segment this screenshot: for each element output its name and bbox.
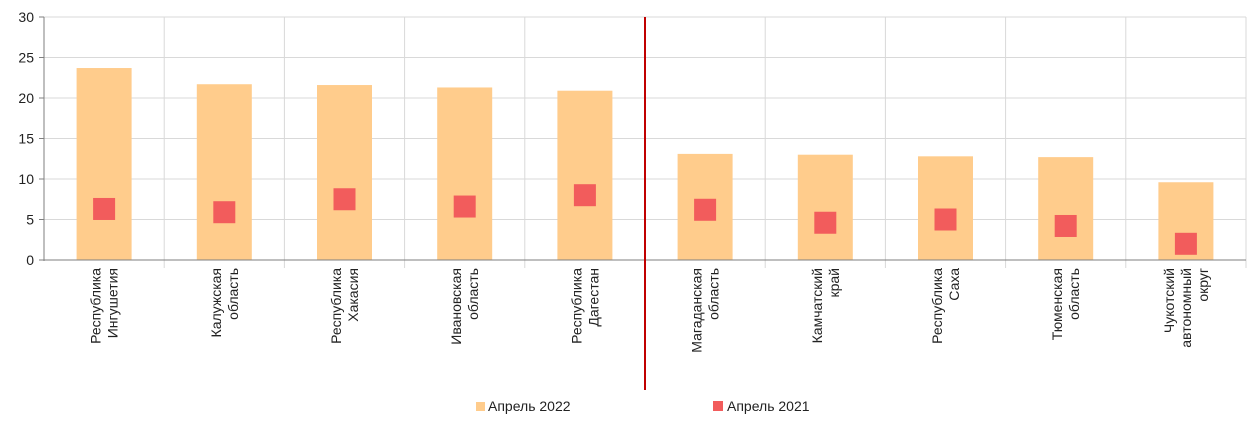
x-category-labels: Республика Ингушетия Калужская область Респу… bbox=[88, 268, 1211, 353]
x-category-label: Ингушетия bbox=[105, 268, 121, 338]
bar-2022 bbox=[196, 84, 252, 260]
x-category-label: Республика bbox=[929, 268, 945, 344]
x-category-label: край bbox=[826, 268, 842, 298]
bars-series-2022 bbox=[76, 68, 1214, 261]
y-tick-label: 5 bbox=[26, 212, 34, 228]
y-tick-label: 0 bbox=[26, 252, 34, 268]
bar-2022 bbox=[797, 154, 853, 260]
x-category-label: Камчатский bbox=[809, 268, 825, 343]
legend-swatch-2021 bbox=[713, 401, 723, 411]
legend-label-2021: Апрель 2021 bbox=[727, 398, 810, 414]
bar-2022 bbox=[437, 87, 493, 260]
y-tick-label: 25 bbox=[18, 50, 34, 66]
marker-2021 bbox=[213, 201, 236, 224]
x-category-label: Республика bbox=[88, 268, 104, 344]
x-category-label: Республика bbox=[328, 268, 344, 344]
bar-2022 bbox=[76, 68, 132, 260]
marker-2021 bbox=[573, 184, 596, 207]
bar-2022 bbox=[918, 156, 973, 260]
x-category-label: Ивановская bbox=[448, 268, 464, 345]
x-category-label: автономный bbox=[1178, 268, 1194, 348]
x-category-label: Дагестан bbox=[585, 268, 601, 327]
x-category-label: область bbox=[1066, 268, 1082, 320]
x-category-label: округ bbox=[1195, 268, 1211, 302]
y-tick-labels: 0 5 10 15 20 25 30 bbox=[18, 9, 44, 268]
x-category-label: Калужская bbox=[208, 268, 224, 337]
x-category-label: Республика bbox=[568, 268, 584, 344]
markers-series-2021 bbox=[93, 184, 1197, 255]
x-category-label: область bbox=[706, 268, 722, 320]
marker-2021 bbox=[93, 197, 116, 220]
x-category-label: Магаданская bbox=[689, 268, 705, 353]
bar-2022 bbox=[1038, 157, 1094, 260]
x-category-label: Саха bbox=[946, 268, 962, 301]
marker-2021 bbox=[934, 208, 957, 231]
y-tick-label: 15 bbox=[18, 131, 34, 147]
marker-2021 bbox=[814, 211, 837, 234]
x-category-label: область bbox=[465, 268, 481, 320]
x-category-label: область bbox=[225, 268, 241, 320]
bar-2022 bbox=[557, 90, 613, 261]
x-category-label: Чукотский bbox=[1161, 268, 1177, 333]
legend-label-2022: Апрель 2022 bbox=[488, 398, 571, 414]
x-category-label: Тюменская bbox=[1049, 268, 1065, 340]
legend-swatch-2022 bbox=[476, 402, 485, 411]
marker-2021 bbox=[453, 195, 476, 218]
y-tick-label: 10 bbox=[18, 171, 34, 187]
x-category-label: Хакасия bbox=[345, 268, 361, 322]
bar-2022 bbox=[317, 85, 372, 260]
marker-2021 bbox=[1174, 232, 1197, 255]
legend: Апрель 2022 Апрель 2021 bbox=[476, 398, 810, 414]
marker-2021 bbox=[1054, 214, 1077, 237]
marker-2021 bbox=[333, 188, 356, 211]
marker-2021 bbox=[694, 198, 717, 221]
y-tick-label: 20 bbox=[18, 90, 34, 106]
y-tick-label: 30 bbox=[18, 9, 34, 25]
